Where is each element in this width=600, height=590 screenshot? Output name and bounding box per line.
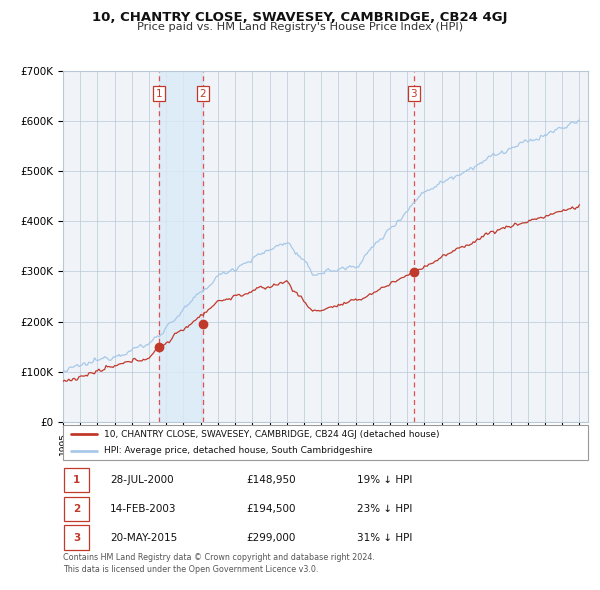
- Text: 19% ↓ HPI: 19% ↓ HPI: [357, 475, 412, 485]
- Text: 31% ↓ HPI: 31% ↓ HPI: [357, 533, 412, 543]
- Text: Price paid vs. HM Land Registry's House Price Index (HPI): Price paid vs. HM Land Registry's House …: [137, 22, 463, 32]
- Text: 3: 3: [73, 533, 80, 543]
- Text: £194,500: £194,500: [247, 504, 296, 514]
- FancyBboxPatch shape: [64, 497, 89, 521]
- Text: 3: 3: [410, 88, 417, 99]
- Text: 10, CHANTRY CLOSE, SWAVESEY, CAMBRIDGE, CB24 4GJ: 10, CHANTRY CLOSE, SWAVESEY, CAMBRIDGE, …: [92, 11, 508, 24]
- Bar: [159, 71, 203, 422]
- Text: 2: 2: [199, 88, 206, 99]
- Text: 2: 2: [73, 504, 80, 514]
- Text: 28-JUL-2000: 28-JUL-2000: [110, 475, 174, 485]
- Text: HPI: Average price, detached house, South Cambridgeshire: HPI: Average price, detached house, Sout…: [104, 446, 373, 455]
- Text: 1: 1: [73, 475, 80, 485]
- FancyBboxPatch shape: [64, 526, 89, 550]
- Text: £299,000: £299,000: [247, 533, 296, 543]
- Text: Contains HM Land Registry data © Crown copyright and database right 2024.
This d: Contains HM Land Registry data © Crown c…: [63, 553, 375, 573]
- FancyBboxPatch shape: [64, 468, 89, 492]
- FancyBboxPatch shape: [63, 425, 588, 460]
- Text: 1: 1: [155, 88, 162, 99]
- Text: 14-FEB-2003: 14-FEB-2003: [110, 504, 177, 514]
- Text: 20-MAY-2015: 20-MAY-2015: [110, 533, 178, 543]
- Text: 23% ↓ HPI: 23% ↓ HPI: [357, 504, 412, 514]
- Text: £148,950: £148,950: [247, 475, 296, 485]
- Text: 10, CHANTRY CLOSE, SWAVESEY, CAMBRIDGE, CB24 4GJ (detached house): 10, CHANTRY CLOSE, SWAVESEY, CAMBRIDGE, …: [104, 430, 439, 439]
